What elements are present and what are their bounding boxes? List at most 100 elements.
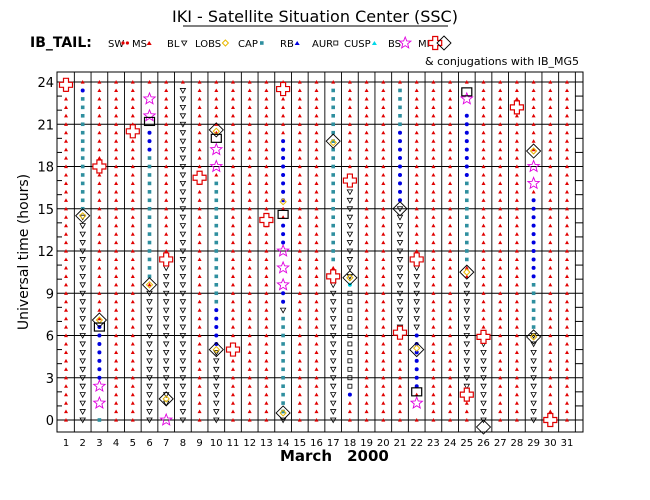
region-point-sw bbox=[364, 257, 369, 262]
region-point-sw bbox=[431, 88, 436, 93]
mp-crossing bbox=[326, 269, 341, 284]
region-point-cap bbox=[214, 257, 219, 262]
region-point-sw bbox=[531, 80, 536, 84]
region-point-bl bbox=[146, 299, 153, 306]
region-point-sw bbox=[431, 265, 436, 270]
region-point-sw bbox=[231, 96, 235, 101]
region-point-sw bbox=[398, 367, 402, 371]
region-point-sw bbox=[381, 358, 386, 363]
region-point-bl bbox=[179, 138, 187, 145]
region-point-rb bbox=[531, 265, 536, 270]
x-tick-label: 24 bbox=[444, 438, 457, 449]
x-tick-label: 22 bbox=[410, 438, 423, 449]
region-point-sw bbox=[431, 122, 436, 126]
region-point-bl bbox=[213, 383, 220, 390]
region-point-sw bbox=[297, 392, 302, 397]
region-point-sw bbox=[314, 409, 319, 414]
region-point-sw bbox=[214, 172, 219, 177]
region-point-sw bbox=[548, 249, 553, 253]
region-point-cap bbox=[281, 375, 285, 380]
region-point-sw bbox=[414, 96, 419, 101]
region-point-sw bbox=[347, 418, 352, 422]
region-point-cap bbox=[331, 97, 335, 101]
region-point-sw bbox=[398, 418, 402, 422]
region-point-sw bbox=[197, 333, 202, 338]
region-point-sw bbox=[481, 215, 486, 219]
x-tick-label: 8 bbox=[180, 438, 186, 449]
lobs-point bbox=[529, 333, 538, 341]
region-point-bl bbox=[413, 299, 420, 306]
region-point-bl bbox=[530, 392, 537, 399]
legend-swatch-b bbox=[125, 41, 129, 45]
legend-swatch bbox=[371, 41, 377, 45]
region-point-bl bbox=[179, 350, 187, 356]
region-point-bl bbox=[179, 316, 187, 323]
region-point-sw bbox=[381, 350, 386, 354]
region-point-sw bbox=[531, 105, 536, 109]
region-point-sw bbox=[498, 88, 503, 93]
region-point-sw bbox=[414, 189, 419, 194]
region-point-sw bbox=[264, 206, 269, 211]
legend-swatch bbox=[221, 39, 230, 47]
region-point-sw bbox=[297, 358, 302, 363]
region-point-sw bbox=[314, 105, 319, 109]
region-point-sw bbox=[197, 147, 202, 152]
region-point-sw bbox=[414, 418, 419, 422]
region-point-sw bbox=[97, 223, 102, 228]
region-point-sw bbox=[498, 249, 503, 253]
region-point-sw bbox=[297, 308, 302, 312]
region-point-sw bbox=[514, 418, 519, 422]
region-point-sw bbox=[197, 308, 202, 312]
region-point-sw bbox=[114, 265, 119, 270]
region-point-bl bbox=[396, 273, 404, 280]
region-point-sw bbox=[364, 223, 369, 228]
region-point-rb bbox=[464, 147, 469, 152]
region-point-sw bbox=[264, 291, 269, 295]
region-point-bl bbox=[79, 231, 86, 238]
region-point-bl bbox=[146, 400, 153, 407]
region-point-sw bbox=[431, 358, 436, 363]
region-point-sw bbox=[114, 105, 119, 109]
region-point-sw bbox=[464, 409, 469, 414]
region-point-sw bbox=[64, 139, 68, 143]
region-point-cap bbox=[147, 249, 152, 253]
region-point-sw bbox=[247, 240, 252, 245]
region-point-sw bbox=[381, 105, 386, 109]
region-point-sw bbox=[164, 172, 169, 177]
legend-label: RB bbox=[280, 39, 294, 50]
region-point-sw bbox=[565, 88, 569, 93]
region-point-sw bbox=[314, 274, 319, 278]
region-point-cap bbox=[147, 164, 152, 169]
region-point-cap bbox=[331, 88, 335, 93]
region-point-sw bbox=[130, 418, 135, 422]
region-point-bl bbox=[179, 409, 187, 415]
region-point-sw bbox=[97, 80, 102, 84]
region-point-sw bbox=[531, 130, 536, 135]
region-point-sw bbox=[431, 282, 436, 287]
mp-crossing bbox=[392, 325, 408, 340]
region-point-sw bbox=[514, 240, 519, 245]
region-point-sw bbox=[514, 198, 519, 202]
region-point-cap bbox=[531, 283, 536, 287]
region-point-rb bbox=[398, 164, 402, 169]
region-point-sw bbox=[114, 316, 119, 321]
region-point-cap bbox=[80, 147, 85, 152]
region-point-sw bbox=[264, 409, 269, 414]
region-point-sw bbox=[130, 308, 135, 312]
region-point-sw bbox=[448, 409, 453, 414]
legend-item-cusp: CUSP bbox=[344, 39, 377, 50]
region-point-sw bbox=[565, 249, 569, 253]
x-tick-label: 13 bbox=[260, 438, 273, 449]
conjugation-marker bbox=[342, 270, 358, 286]
region-point-bl bbox=[146, 375, 153, 382]
region-point-sw bbox=[498, 105, 503, 109]
region-point-sw bbox=[231, 282, 235, 287]
region-point-sw bbox=[231, 401, 235, 405]
region-point-sw bbox=[164, 139, 169, 143]
region-point-sw bbox=[247, 189, 252, 194]
legend-item-lobs: LOBS bbox=[195, 39, 230, 50]
region-point-sw bbox=[381, 122, 386, 126]
region-point-rb bbox=[398, 156, 402, 161]
region-point-cap bbox=[398, 88, 402, 93]
region-point-sw bbox=[514, 80, 519, 84]
